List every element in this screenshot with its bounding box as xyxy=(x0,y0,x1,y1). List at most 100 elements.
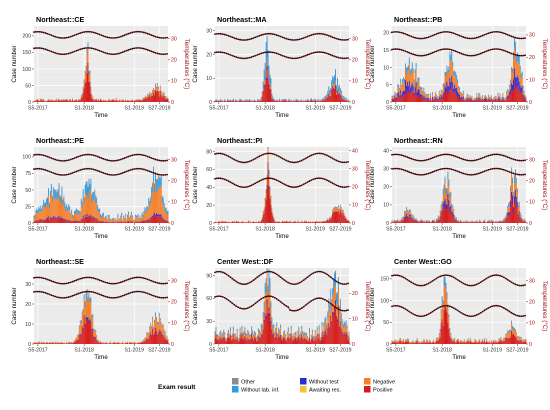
bar-segment xyxy=(146,206,148,207)
bar-segment xyxy=(345,217,347,219)
bar-segment xyxy=(457,79,459,81)
bar-segment xyxy=(474,222,476,223)
temperature-point xyxy=(510,52,513,55)
bar-segment xyxy=(334,76,336,85)
temperature-point xyxy=(65,53,68,55)
temperature-point xyxy=(50,171,53,174)
temperature-point xyxy=(472,159,474,162)
temperature-point xyxy=(244,186,247,189)
bar-segment xyxy=(509,91,511,96)
temperature-point xyxy=(454,33,457,35)
bar-segment xyxy=(83,203,85,219)
bar-segment xyxy=(490,98,492,100)
temperature-point xyxy=(287,160,290,163)
bar-segment xyxy=(517,77,519,86)
x-tick-label: S5-2017 xyxy=(209,106,229,112)
bar-segment xyxy=(229,101,231,102)
bar-segment xyxy=(403,80,405,91)
temperature-point xyxy=(241,186,243,189)
y2-tick-label: 10 xyxy=(352,203,358,209)
bar-segment xyxy=(523,96,525,99)
y2-tick-label: 0 xyxy=(529,221,532,227)
bar-segment xyxy=(128,217,130,219)
temperature-point xyxy=(320,177,322,180)
bar-segment xyxy=(248,221,250,223)
bar-segment xyxy=(410,69,412,75)
temperature-point xyxy=(421,173,424,176)
bar-segment xyxy=(111,99,113,101)
bar-segment xyxy=(496,101,498,102)
bar-segment xyxy=(57,189,59,191)
bar-segment xyxy=(121,221,123,223)
bar-segment xyxy=(150,93,152,95)
bar-segment xyxy=(130,212,132,215)
temperature-point xyxy=(125,49,128,52)
bar-segment xyxy=(47,217,49,223)
bar-segment xyxy=(79,221,81,223)
temperature-point xyxy=(454,50,457,53)
bar-segment xyxy=(409,70,411,75)
bar-segment xyxy=(149,201,151,207)
temperature-point xyxy=(254,182,257,185)
bar-segment xyxy=(42,219,44,221)
bar-segment xyxy=(303,100,305,101)
bar-segment xyxy=(462,92,464,97)
temperature-point xyxy=(518,37,521,40)
temperature-point xyxy=(339,38,342,41)
bar-segment xyxy=(400,90,402,95)
temperature-point xyxy=(314,177,317,180)
temperature-point xyxy=(495,153,498,156)
temperature-point xyxy=(119,158,122,161)
bar-segment xyxy=(469,95,471,96)
bar-segment xyxy=(163,219,165,223)
temperature-point xyxy=(244,57,247,60)
bar-segment xyxy=(489,222,491,223)
bar-segment xyxy=(406,81,408,91)
bar-segment xyxy=(303,101,305,102)
bar-segment xyxy=(328,90,330,94)
bar-segment xyxy=(449,206,451,213)
bar-segment xyxy=(321,99,323,101)
bar-segment xyxy=(84,70,86,72)
temperature-point xyxy=(470,159,472,162)
bar-segment xyxy=(406,90,408,102)
temperature-point xyxy=(312,153,315,156)
temperature-point xyxy=(448,48,451,51)
bar-segment xyxy=(39,211,41,220)
temperature-point xyxy=(466,54,469,57)
bar-segment xyxy=(228,222,229,223)
bar-segment xyxy=(449,193,451,199)
bar-segment xyxy=(453,217,455,223)
bar-segment xyxy=(432,221,433,223)
bar-segment xyxy=(121,215,123,222)
bar-segment xyxy=(101,221,103,223)
bar-segment xyxy=(102,100,104,101)
temperature-point xyxy=(260,179,263,182)
temperature-point xyxy=(456,51,459,53)
temperature-point xyxy=(298,160,301,163)
bar-segment xyxy=(113,218,115,220)
bar-segment xyxy=(412,216,414,219)
bar-segment xyxy=(516,52,518,54)
temperature-point xyxy=(219,51,222,54)
temperature-point xyxy=(152,51,155,54)
bar-segment xyxy=(495,222,497,223)
bar-segment xyxy=(100,99,102,102)
temperature-point xyxy=(489,48,492,51)
bar-segment xyxy=(398,95,400,102)
y2-tick-label: 20 xyxy=(529,179,535,185)
temperature-point xyxy=(33,47,35,50)
bar-segment xyxy=(493,99,495,101)
bar-segment xyxy=(163,93,165,96)
bar-segment xyxy=(492,221,494,223)
bar-segment xyxy=(500,222,502,223)
bar-segment xyxy=(498,100,500,102)
bar-segment xyxy=(60,99,62,101)
bar-segment xyxy=(507,208,509,214)
bar-segment xyxy=(342,98,344,100)
bar-segment xyxy=(56,217,58,219)
bar-segment xyxy=(101,215,102,218)
bar-segment xyxy=(257,99,259,101)
